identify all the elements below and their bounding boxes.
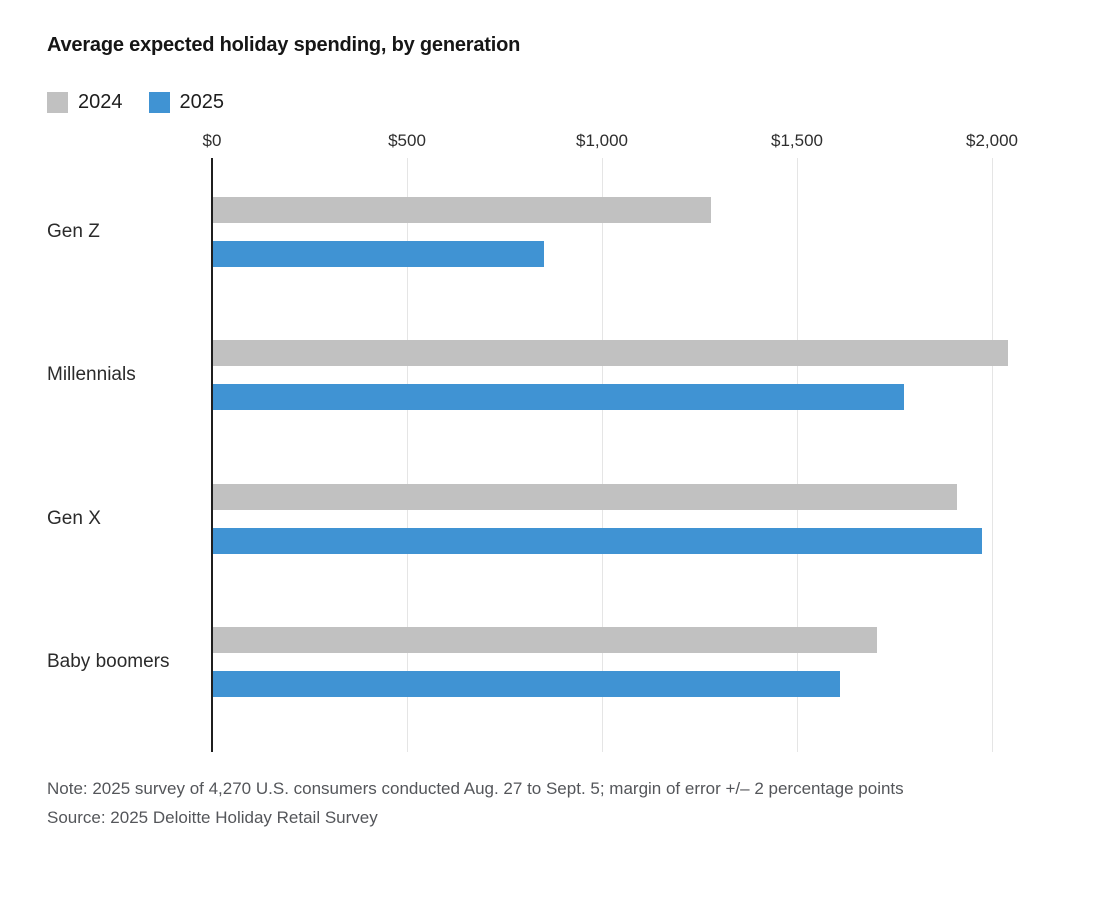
bar-2024-gen-z <box>212 197 712 223</box>
legend-item-2024: 2024 <box>47 91 123 114</box>
x-axis-line <box>211 158 213 752</box>
x-gridline-2000 <box>992 158 993 752</box>
plot-area: $0 $500 $1,000 $1,500 $2,000 <box>203 131 1048 752</box>
legend-swatch-2024 <box>47 92 68 113</box>
bar-2025-millennials <box>212 384 905 411</box>
bar-2025-gen-z <box>212 241 544 267</box>
bar-2024-gen-x <box>212 483 957 510</box>
bar-2025-gen-x <box>212 527 983 554</box>
tick-label-500: $500 <box>388 131 426 150</box>
chart-title: Average expected holiday spending, by ge… <box>47 34 521 56</box>
legend-swatch-2025 <box>148 92 170 113</box>
bar-2024-baby-boomers <box>212 627 877 654</box>
source-text: Source: 2025 Deloitte Holiday Retail Sur… <box>47 808 378 827</box>
chart-legend: 2024 2025 <box>47 91 224 114</box>
category-label-baby-boomers: Baby boomers <box>47 651 170 673</box>
category-label-gen-x: Gen X <box>47 507 101 529</box>
bar-2024-millennials <box>212 340 1008 367</box>
bar-2025-baby-boomers <box>212 671 840 698</box>
legend-label-2024: 2024 <box>78 91 123 113</box>
legend-item-2025: 2025 <box>148 91 225 114</box>
tick-label-2000: $2,000 <box>966 131 1018 150</box>
tick-label-0: $0 <box>202 131 222 150</box>
tick-label-1500: $1,500 <box>771 131 823 150</box>
x-gridline-500 <box>407 158 408 752</box>
note-text: Note: 2025 survey of 4,270 U.S. consumer… <box>47 779 904 798</box>
tick-label-1000: $1,000 <box>576 131 628 150</box>
category-label-millennials: Millennials <box>47 364 136 386</box>
legend-label-2025: 2025 <box>179 91 225 113</box>
chart-footnote: Note: 2025 survey of 4,270 U.S. consumer… <box>47 774 1032 832</box>
x-gridline-1500 <box>797 158 798 752</box>
category-label-gen-z: Gen Z <box>47 221 100 242</box>
x-gridline-1000 <box>602 158 603 752</box>
